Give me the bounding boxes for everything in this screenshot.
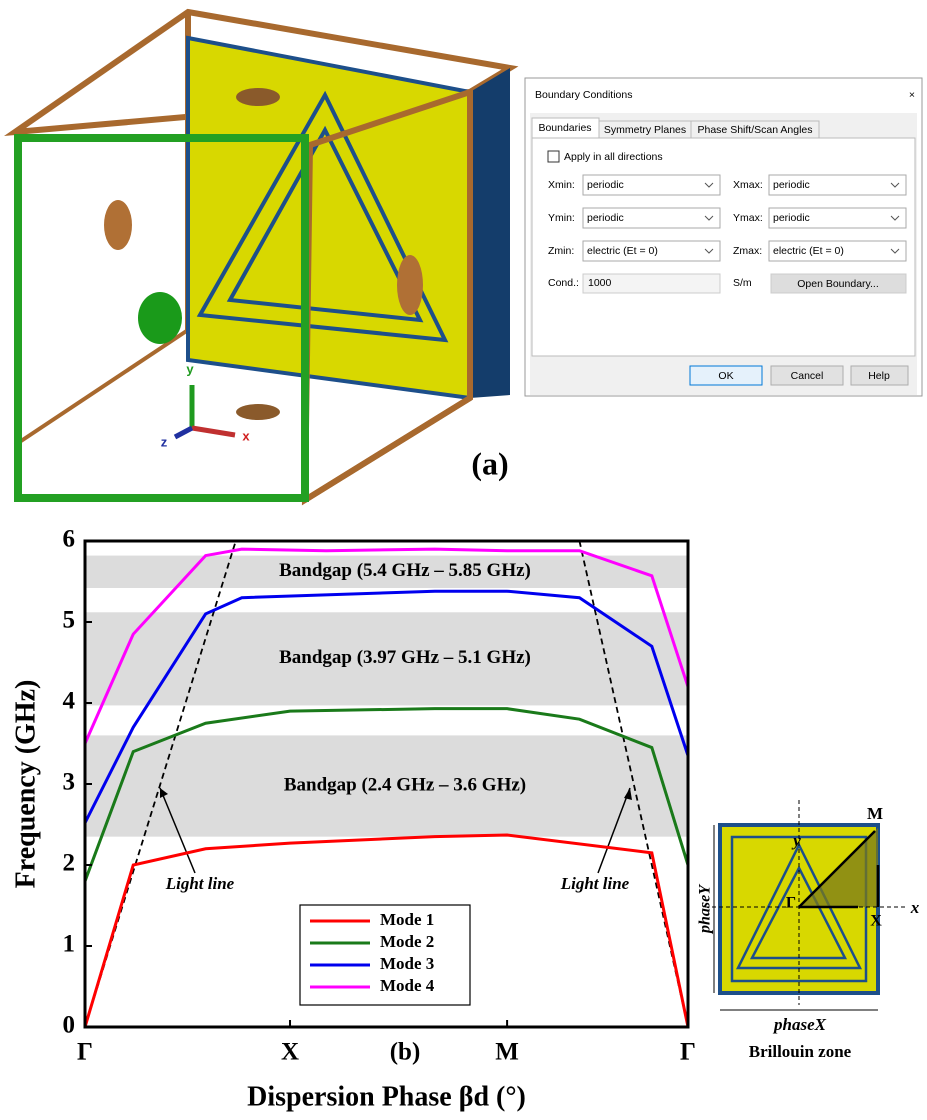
model-3d: y x z (a) <box>15 12 510 500</box>
dropdown-value: periodic <box>773 212 810 224</box>
button-label: Open Boundary... <box>797 278 879 290</box>
dropdown-value: periodic <box>587 212 624 224</box>
panel-side <box>470 68 510 398</box>
frame-edge <box>305 398 470 500</box>
page: y x z (a) Boundary Conditions × Boundari… <box>0 0 927 1120</box>
figure: y x z (a) Boundary Conditions × Boundari… <box>0 0 927 1120</box>
dropdown-value: periodic <box>587 179 624 191</box>
field-label: Zmax: <box>733 245 762 257</box>
brillouin-zone: y x M Γ X phaseY phaseX Brillouin zone <box>697 800 920 1061</box>
field-label: Zmin: <box>548 245 574 257</box>
axis-label: z <box>161 434 168 449</box>
y-tick-label: 2 <box>63 850 76 877</box>
x-axis-label: Dispersion Phase βd (°) <box>247 1081 526 1112</box>
y-axis-label: Frequency (GHz) <box>10 680 41 889</box>
port <box>397 255 423 315</box>
annotation: Light line <box>560 874 630 893</box>
dimension-label: phaseX <box>772 1015 827 1034</box>
field-label: Ymin: <box>548 212 575 224</box>
point-label: Γ <box>786 895 796 912</box>
field-label: Ymax: <box>733 212 763 224</box>
panel-label: (b) <box>390 1039 421 1066</box>
port <box>236 404 280 420</box>
field-label: Xmax: <box>733 179 763 191</box>
y-tick-label: 3 <box>63 769 76 796</box>
axis-label: y <box>791 831 801 850</box>
tab-label: Boundaries <box>538 122 591 134</box>
field-label: Cond.: <box>548 277 579 289</box>
close-button[interactable]: × <box>909 89 915 101</box>
checkbox[interactable] <box>548 151 559 162</box>
tab-label: Symmetry Planes <box>604 124 686 136</box>
tab-label: Phase Shift/Scan Angles <box>698 124 813 136</box>
caption: Brillouin zone <box>749 1042 852 1061</box>
point-label: X <box>870 913 882 930</box>
dropdown-value: electric (Et = 0) <box>773 245 844 257</box>
axis-label: x <box>242 428 250 443</box>
button-label: Cancel <box>791 370 824 382</box>
x-tick-label: Γ <box>77 1039 93 1066</box>
bandgap-label: Bandgap (5.4 GHz – 5.85 GHz) <box>279 560 531 581</box>
dimension-label: phaseY <box>697 884 714 935</box>
legend-label: Mode 2 <box>380 932 434 951</box>
dialog: Boundary Conditions × Boundaries Symmetr… <box>525 78 922 396</box>
x-tick-label: Γ <box>680 1039 696 1066</box>
field-value: 1000 <box>588 277 612 289</box>
chart: Bandgap (2.4 GHz – 3.6 GHz) Bandgap (3.97… <box>10 526 696 1113</box>
panel-face <box>188 38 470 398</box>
field-label: Xmin: <box>548 179 575 191</box>
bandgap-label: Bandgap (3.97 GHz – 5.1 GHz) <box>279 647 531 668</box>
axis-z <box>175 428 192 437</box>
bandgap-label: Bandgap (2.4 GHz – 3.6 GHz) <box>284 774 526 795</box>
annotation: Light line <box>165 874 235 893</box>
port <box>104 200 132 250</box>
panel-label: (a) <box>471 445 508 481</box>
x-tick-label: X <box>281 1039 299 1066</box>
dropdown-value: periodic <box>773 179 810 191</box>
dropdown-value: electric (Et = 0) <box>587 245 658 257</box>
x-tick-label: M <box>495 1039 519 1066</box>
port <box>138 292 182 344</box>
axis-label: y <box>186 361 194 376</box>
y-tick-label: 1 <box>63 931 76 958</box>
button-label: OK <box>718 370 733 382</box>
unit-label: S/m <box>733 277 752 289</box>
legend-label: Mode 4 <box>380 976 435 995</box>
point-label: M <box>867 804 883 823</box>
button-label: Help <box>868 370 890 382</box>
dialog-title: Boundary Conditions <box>535 89 632 101</box>
port <box>236 88 280 106</box>
checkbox-label: Apply in all directions <box>564 151 663 163</box>
legend-label: Mode 1 <box>380 910 434 929</box>
frame-edge <box>15 330 188 445</box>
y-tick-label: 6 <box>63 526 76 553</box>
y-tick-label: 0 <box>63 1012 76 1039</box>
y-tick-label: 5 <box>63 607 76 634</box>
axis-x <box>192 428 235 435</box>
legend-label: Mode 3 <box>380 954 434 973</box>
axis-label: x <box>910 898 920 917</box>
y-tick-label: 4 <box>63 688 76 715</box>
